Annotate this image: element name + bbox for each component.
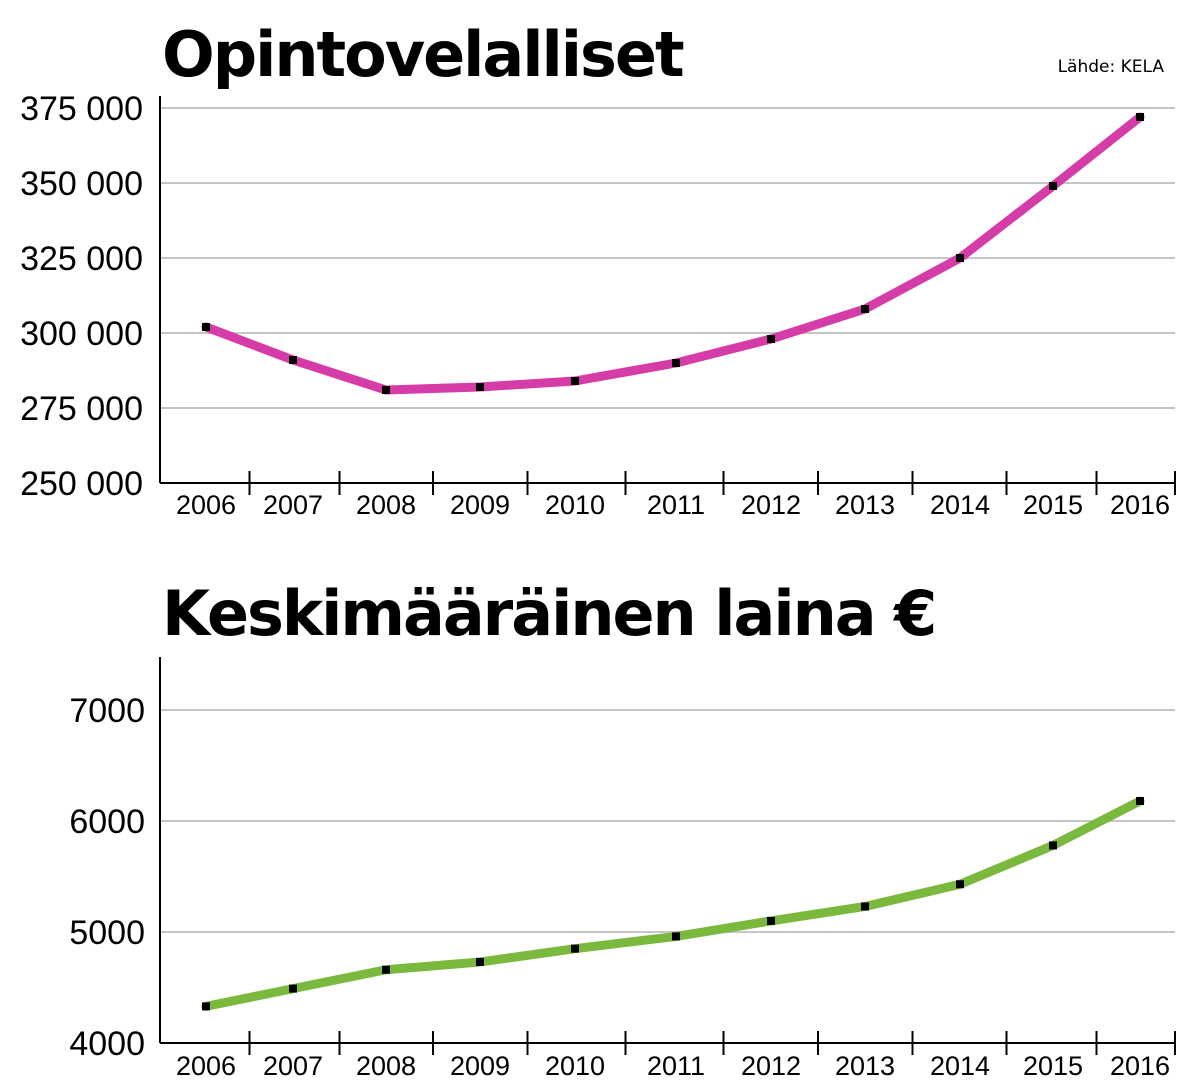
data-point: [289, 984, 297, 993]
y-tick-label: 6000: [69, 803, 145, 841]
data-point: [1136, 797, 1144, 806]
y-tick-label: 375 000: [20, 90, 143, 128]
y-tick-label: 350 000: [20, 165, 143, 203]
y-tick-label: 325 000: [20, 240, 143, 278]
x-tick-label: 2007: [263, 1051, 323, 1081]
data-point: [571, 944, 579, 953]
x-tick-label: 2006: [176, 1051, 236, 1081]
data-point: [202, 1002, 210, 1011]
x-tick-label: 2012: [741, 1051, 801, 1081]
data-point: [861, 305, 869, 313]
x-tick-label: 2014: [930, 490, 990, 520]
x-tick-label: 2010: [545, 490, 605, 520]
data-point: [672, 932, 680, 941]
data-point: [1136, 113, 1144, 121]
chart-title: Opintovelalliset: [162, 18, 684, 91]
source-note: Lähde: KELA: [1058, 57, 1165, 77]
series-line: [201, 112, 1145, 395]
x-tick-label: 2014: [930, 1051, 990, 1081]
y-tick-label: 275 000: [20, 390, 143, 428]
data-point: [202, 323, 210, 331]
x-tick-label: 2015: [1023, 1051, 1083, 1081]
x-tick-label: 2011: [647, 490, 705, 520]
x-tick-label: 2013: [835, 490, 895, 520]
data-point: [956, 880, 964, 889]
x-tick-label: 2016: [1110, 490, 1170, 520]
series-line: [201, 796, 1145, 1011]
data-point: [382, 386, 390, 394]
x-tick-label: 2015: [1023, 490, 1083, 520]
y-tick-label: 4000: [69, 1025, 145, 1063]
data-point: [476, 957, 484, 966]
y-tick-label: 5000: [69, 914, 145, 952]
chart-opintovelalliset: Opintovelalliset 250 000 275 000 300 000 325…: [20, 18, 1176, 520]
x-tick-label: 2012: [741, 490, 801, 520]
x-tick-label: 2009: [450, 490, 510, 520]
x-tick-label: 2013: [835, 1051, 895, 1081]
data-point: [672, 359, 680, 367]
data-point: [767, 916, 775, 925]
x-tick-label: 2007: [263, 490, 323, 520]
data-point: [289, 356, 297, 364]
y-tick-label: 250 000: [20, 465, 143, 503]
data-point: [861, 902, 869, 911]
x-tick-label: 2009: [450, 1051, 510, 1081]
data-point: [382, 965, 390, 974]
data-point: [571, 377, 579, 385]
x-tick-label: 2016: [1110, 1051, 1170, 1081]
data-point: [956, 254, 964, 262]
data-point: [767, 335, 775, 343]
x-tick-label: 2008: [356, 490, 416, 520]
x-tick-label: 2006: [176, 490, 236, 520]
data-point: [1049, 841, 1057, 850]
y-tick-label: 7000: [69, 692, 145, 730]
x-tick-label: 2008: [356, 1051, 416, 1081]
x-tick-label: 2011: [647, 1051, 705, 1081]
y-tick-label: 300 000: [20, 315, 143, 353]
chart-title: Keskimääräinen laina €: [162, 577, 935, 650]
chart-keskimaarainen-laina: Keskimääräinen laina € 4000 5000 6000 7000 20…: [69, 577, 1176, 1081]
data-point: [1049, 182, 1057, 190]
data-point: [476, 383, 484, 391]
x-tick-label: 2010: [545, 1051, 605, 1081]
